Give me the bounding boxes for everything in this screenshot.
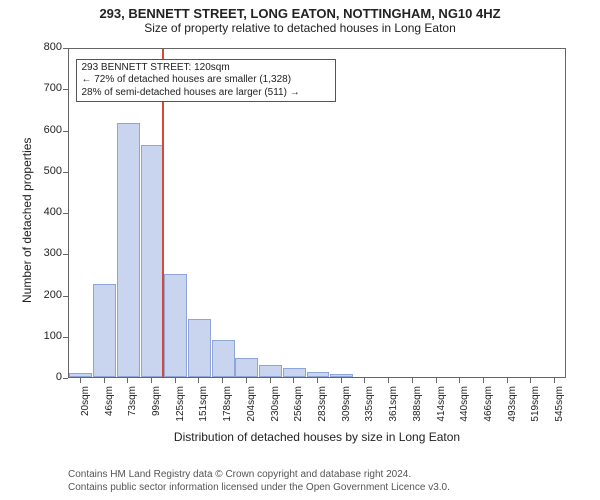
- x-tick-label: 493sqm: [507, 386, 518, 436]
- x-tick-label: 309sqm: [341, 386, 352, 436]
- footer-line: Contains HM Land Registry data © Crown c…: [68, 469, 450, 482]
- x-tick-label: 178sqm: [222, 386, 233, 436]
- annotation-box: 293 BENNETT STREET: 120sqm← 72% of detac…: [76, 59, 336, 103]
- x-tick-label: 361sqm: [388, 386, 399, 436]
- x-tick-label: 466sqm: [483, 386, 494, 436]
- annotation-line: 293 BENNETT STREET: 120sqm: [81, 62, 331, 75]
- y-tick-label: 500: [34, 165, 62, 177]
- footer-line: Contains public sector information licen…: [68, 482, 450, 495]
- histogram-bar: [235, 358, 258, 377]
- y-tick-label: 200: [34, 289, 62, 301]
- y-tick-label: 100: [34, 330, 62, 342]
- x-tick-label: 204sqm: [246, 386, 257, 436]
- y-tick-label: 700: [34, 82, 62, 94]
- histogram-bar: [330, 374, 353, 377]
- footer-credit: Contains HM Land Registry data © Crown c…: [68, 469, 450, 494]
- annotation-line: ← 72% of detached houses are smaller (1,…: [81, 74, 331, 87]
- histogram-bar: [212, 340, 235, 377]
- histogram-bar: [141, 145, 164, 377]
- y-tick-label: 0: [34, 371, 62, 383]
- subtitle: Size of property relative to detached ho…: [0, 21, 600, 39]
- x-tick-label: 230sqm: [270, 386, 281, 436]
- y-axis-label: Number of detached properties: [20, 138, 34, 303]
- x-tick-label: 73sqm: [127, 386, 138, 436]
- x-tick-label: 20sqm: [80, 386, 91, 436]
- x-tick-label: 46sqm: [104, 386, 115, 436]
- x-tick-label: 335sqm: [364, 386, 375, 436]
- y-tick-label: 400: [34, 206, 62, 218]
- y-tick-label: 800: [34, 41, 62, 53]
- histogram-bar: [93, 284, 116, 377]
- x-tick-label: 125sqm: [175, 386, 186, 436]
- annotation-line: 28% of semi-detached houses are larger (…: [81, 87, 331, 100]
- x-tick-label: 99sqm: [151, 386, 162, 436]
- x-tick-label: 388sqm: [412, 386, 423, 436]
- histogram-bar: [69, 373, 92, 377]
- x-tick-label: 519sqm: [530, 386, 541, 436]
- y-tick-label: 600: [34, 124, 62, 136]
- x-tick-label: 283sqm: [317, 386, 328, 436]
- histogram-bar: [283, 368, 306, 377]
- x-tick-label: 151sqm: [198, 386, 209, 436]
- histogram-bar: [117, 123, 140, 377]
- x-tick-label: 414sqm: [436, 386, 447, 436]
- histogram-bar: [259, 365, 282, 377]
- x-tick-label: 545sqm: [554, 386, 565, 436]
- histogram-bar: [188, 319, 211, 377]
- histogram-bar: [164, 274, 187, 377]
- y-tick-label: 300: [34, 247, 62, 259]
- supertitle: 293, BENNETT STREET, LONG EATON, NOTTING…: [0, 0, 600, 21]
- x-tick-label: 256sqm: [293, 386, 304, 436]
- plot-area: 293 BENNETT STREET: 120sqm← 72% of detac…: [68, 48, 566, 378]
- x-tick-label: 440sqm: [459, 386, 470, 436]
- histogram-bar: [307, 372, 330, 377]
